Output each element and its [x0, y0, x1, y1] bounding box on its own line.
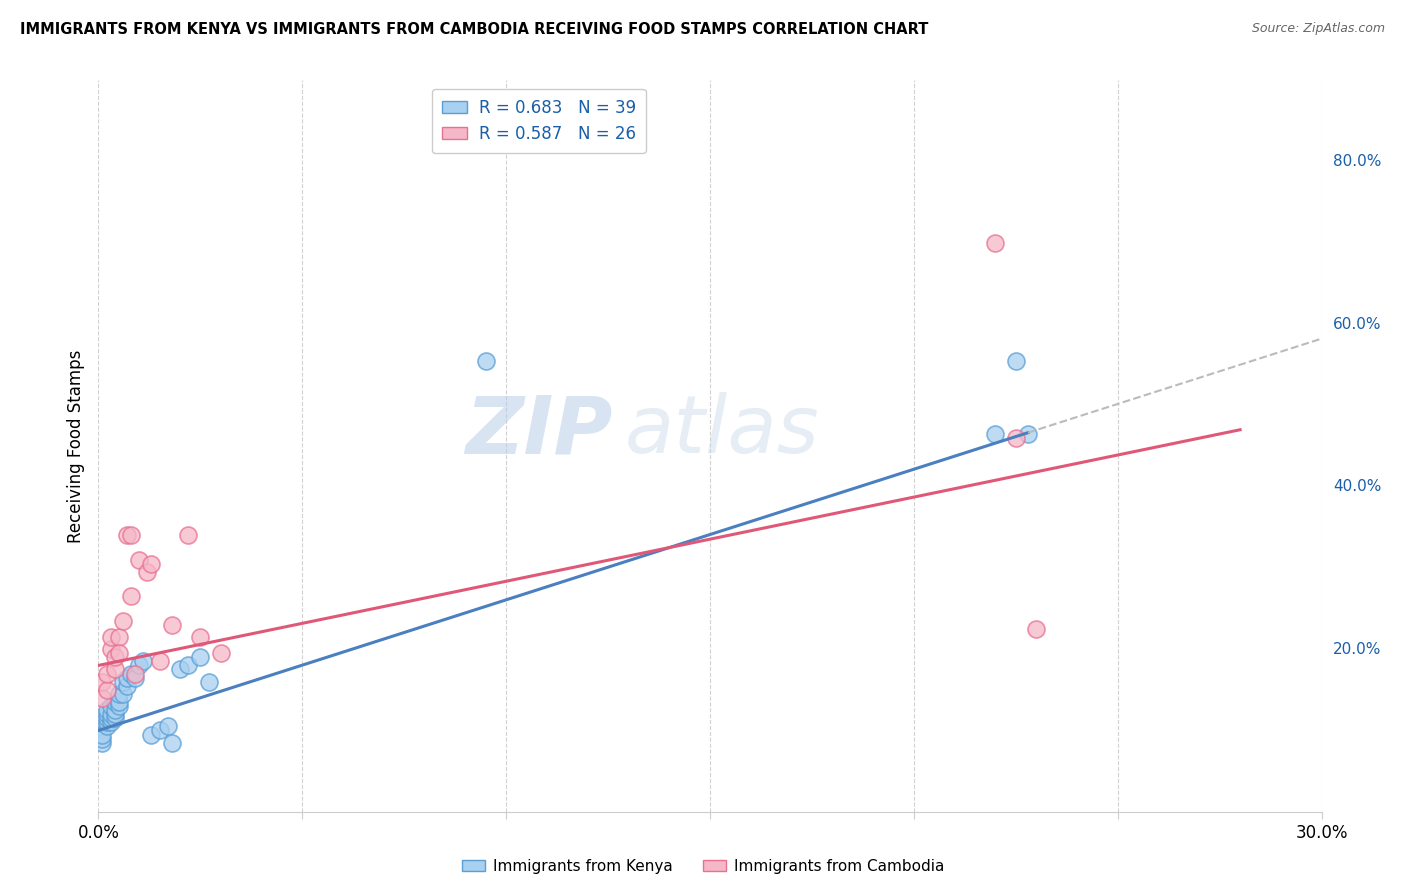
Point	[141, 727, 163, 741]
Point	[1025, 622, 1047, 636]
Legend: Immigrants from Kenya, Immigrants from Cambodia: Immigrants from Kenya, Immigrants from C…	[456, 853, 950, 880]
Point	[104, 711, 127, 725]
Text: ZIP: ZIP	[465, 392, 612, 470]
Point	[100, 699, 122, 714]
Point	[96, 719, 118, 733]
Point	[100, 715, 122, 730]
Point	[96, 682, 118, 697]
Point	[1004, 353, 1026, 368]
Point	[169, 663, 191, 677]
Point	[124, 666, 146, 681]
Point	[156, 719, 179, 733]
Point	[100, 711, 122, 725]
Point	[115, 679, 138, 693]
Point	[136, 565, 159, 579]
Point	[197, 674, 219, 689]
Point	[91, 736, 114, 750]
Point	[96, 715, 118, 730]
Y-axis label: Receiving Food Stamps: Receiving Food Stamps	[66, 350, 84, 542]
Text: 80.0%: 80.0%	[1333, 154, 1381, 169]
Point	[115, 671, 138, 685]
Point	[104, 695, 127, 709]
Point	[108, 646, 131, 660]
Point	[108, 687, 131, 701]
Point	[120, 590, 142, 604]
Point	[188, 630, 212, 644]
Point	[984, 426, 1007, 441]
Text: 60.0%: 60.0%	[1333, 317, 1381, 332]
Point	[120, 528, 142, 542]
Point	[91, 674, 114, 689]
Point	[104, 663, 127, 677]
Point	[188, 650, 212, 665]
Point	[177, 528, 200, 542]
Text: atlas: atlas	[624, 392, 820, 470]
Point	[108, 630, 131, 644]
Point	[209, 646, 232, 660]
Point	[128, 658, 150, 673]
Point	[111, 674, 134, 689]
Legend: R = 0.683   N = 39, R = 0.587   N = 26: R = 0.683 N = 39, R = 0.587 N = 26	[432, 88, 645, 153]
Point	[115, 528, 138, 542]
Point	[120, 666, 142, 681]
Point	[160, 617, 183, 632]
Point	[124, 671, 146, 685]
Point	[474, 353, 498, 368]
Point	[91, 731, 114, 746]
Point	[149, 654, 172, 668]
Point	[91, 690, 114, 705]
Text: 20.0%: 20.0%	[1333, 641, 1381, 657]
Point	[160, 736, 183, 750]
Point	[104, 703, 127, 717]
Point	[100, 707, 122, 722]
Point	[132, 654, 155, 668]
Point	[91, 727, 114, 741]
Point	[141, 557, 163, 571]
Point	[1017, 426, 1039, 441]
Point	[111, 614, 134, 628]
Point	[108, 695, 131, 709]
Point	[96, 666, 118, 681]
Point	[104, 707, 127, 722]
Point	[177, 658, 200, 673]
Point	[96, 711, 118, 725]
Point	[100, 630, 122, 644]
Point	[108, 699, 131, 714]
Text: IMMIGRANTS FROM KENYA VS IMMIGRANTS FROM CAMBODIA RECEIVING FOOD STAMPS CORRELAT: IMMIGRANTS FROM KENYA VS IMMIGRANTS FROM…	[20, 22, 928, 37]
Point	[1004, 431, 1026, 445]
Point	[984, 235, 1007, 250]
Point	[104, 650, 127, 665]
Point	[128, 553, 150, 567]
Text: Source: ZipAtlas.com: Source: ZipAtlas.com	[1251, 22, 1385, 36]
Point	[96, 707, 118, 722]
Text: 40.0%: 40.0%	[1333, 479, 1381, 494]
Point	[100, 642, 122, 657]
Point	[96, 703, 118, 717]
Point	[111, 687, 134, 701]
Point	[149, 723, 172, 738]
